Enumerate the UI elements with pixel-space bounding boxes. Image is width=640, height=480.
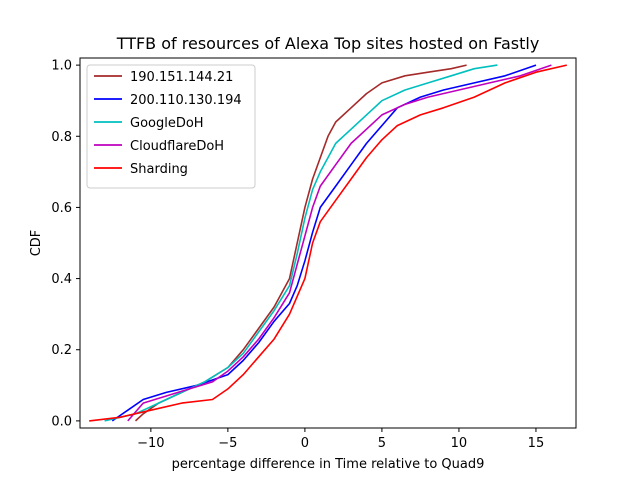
legend-label-1: 200.110.130.194 [130, 93, 242, 108]
legend-box [86, 64, 256, 189]
series-line-2 [104, 64, 498, 422]
y-tick-label: 1.0 [51, 59, 72, 74]
series-layer [89, 64, 567, 422]
legend-label-3: CloudflareDoH [130, 139, 224, 154]
legend-label-4: Sharding [130, 162, 188, 177]
y-tick-label: 0.8 [51, 130, 72, 145]
legend: 190.151.144.21 200.110.130.194 GoogleDoH Cl… [86, 64, 256, 189]
x-tick-label: −10 [137, 436, 164, 451]
chart-title: TTFB of resources of Alexa Top sites hos… [116, 34, 540, 53]
series-line-1 [111, 64, 537, 422]
legend-label-0: 190.151.144.21 [130, 70, 233, 85]
x-tick-label: 5 [378, 436, 386, 451]
x-tick-label: 15 [528, 436, 545, 451]
y-tick-label: 0.0 [51, 414, 72, 429]
y-axis: 0.0 0.2 0.4 0.6 0.8 1.0 [51, 59, 80, 429]
y-axis-label: CDF [29, 230, 44, 257]
legend-label-2: GoogleDoH [130, 116, 204, 131]
x-axis: −10 −5 0 5 10 15 [137, 428, 544, 451]
x-tick-label: −5 [218, 436, 237, 451]
x-axis-label: percentage difference in Time relative t… [172, 457, 485, 472]
series-line-4 [89, 64, 567, 422]
x-tick-label: 10 [451, 436, 468, 451]
y-tick-label: 0.2 [51, 343, 72, 358]
y-tick-label: 0.6 [51, 201, 72, 216]
y-tick-label: 0.4 [51, 272, 72, 287]
x-tick-label: 0 [301, 436, 309, 451]
series-line-3 [127, 64, 552, 422]
plot-frame [79, 57, 577, 429]
